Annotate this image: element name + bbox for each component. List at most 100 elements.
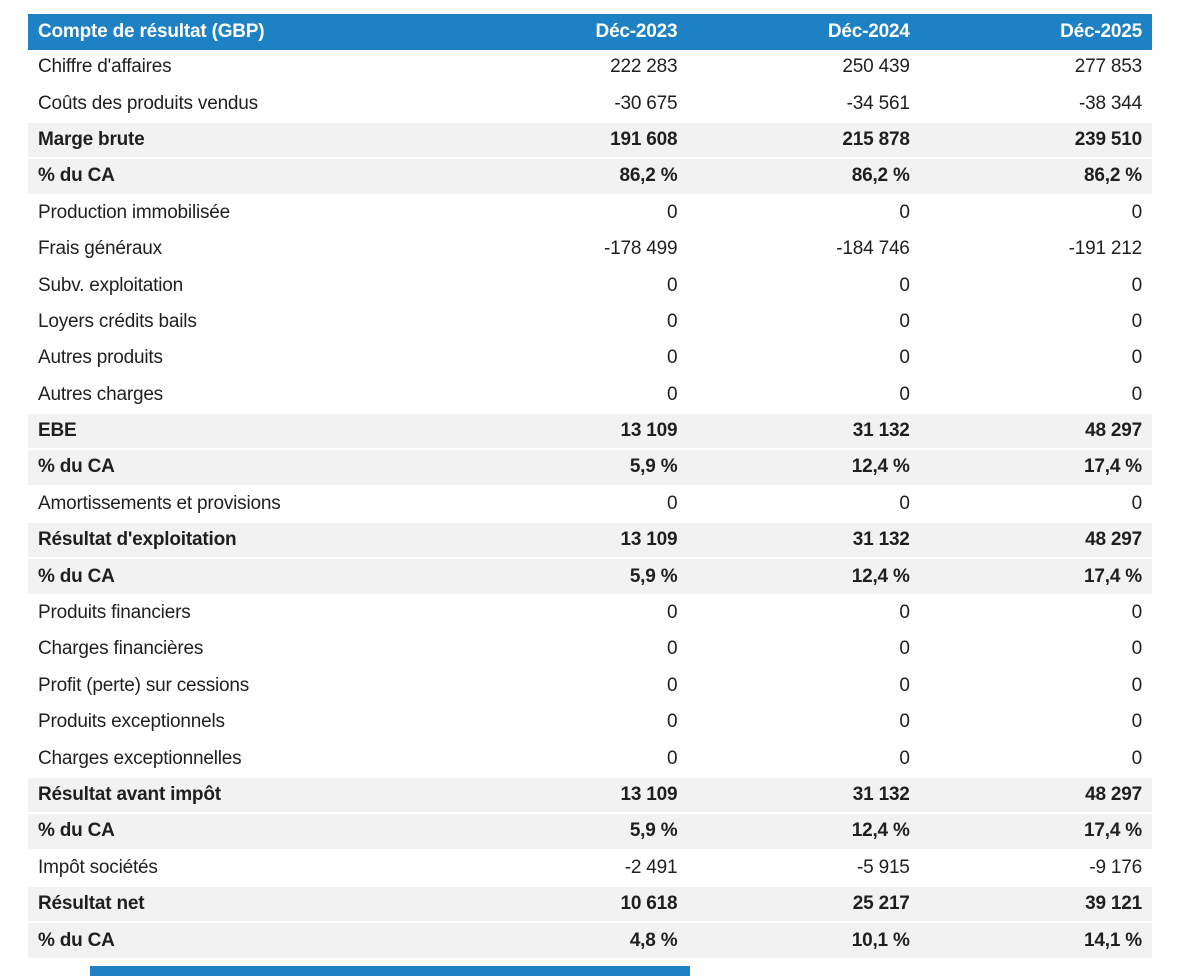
column-header-dec-2024: Déc-2024 [687,14,920,50]
row-value-dec-2025: 0 [919,377,1152,414]
row-label: Produits exceptionnels [28,705,456,742]
row-label: % du CA [28,923,456,960]
row-value-dec-2025: -9 176 [919,850,1152,887]
next-section-header-sliver [90,966,690,976]
table-row: Résultat net 10 618 25 217 39 121 [28,886,1152,924]
row-value-dec-2024: 12,4 % [687,450,920,487]
row-value-dec-2023: -178 499 [455,231,688,269]
row-value-dec-2025: 17,4 % [919,814,1152,851]
row-value-dec-2023: 13 109 [455,413,688,451]
row-value-dec-2023: 0 [455,268,688,305]
row-label: Marge brute [28,122,456,160]
table-row: Produits exceptionnels 0 0 0 [28,705,1152,742]
row-value-dec-2023: 5,9 % [455,814,688,851]
row-value-dec-2023: 0 [455,486,688,524]
row-value-dec-2024: -5 915 [687,850,920,887]
row-value-dec-2024: 10,1 % [687,923,920,960]
row-value-dec-2025: 0 [919,632,1152,669]
table-row: Profit (perte) sur cessions 0 0 0 [28,668,1152,706]
table-row: Marge brute 191 608 215 878 239 510 [28,122,1152,160]
row-label: % du CA [28,159,456,196]
table-row: Charges exceptionnelles 0 0 0 [28,741,1152,778]
table-row: Autres charges 0 0 0 [28,377,1152,414]
row-value-dec-2023: 222 283 [455,50,688,87]
row-label: % du CA [28,814,456,851]
row-value-dec-2025: 0 [919,595,1152,633]
row-value-dec-2025: 0 [919,341,1152,378]
row-label: Production immobilisée [28,195,456,232]
row-value-dec-2023: 4,8 % [455,923,688,960]
table-row: Produits financiers 0 0 0 [28,595,1152,633]
row-value-dec-2024: 12,4 % [687,814,920,851]
row-value-dec-2025: 0 [919,668,1152,706]
row-value-dec-2023: -30 675 [455,86,688,123]
row-value-dec-2024: 0 [687,195,920,232]
row-value-dec-2024: 0 [687,341,920,378]
row-value-dec-2023: 10 618 [455,886,688,924]
row-value-dec-2023: 5,9 % [455,450,688,487]
table-row: Amortissements et provisions 0 0 0 [28,486,1152,524]
table-row: EBE 13 109 31 132 48 297 [28,413,1152,451]
row-label: Frais généraux [28,231,456,269]
table-row: Charges financières 0 0 0 [28,632,1152,669]
table-row: Subv. exploitation 0 0 0 [28,268,1152,305]
column-header-dec-2025: Déc-2025 [919,14,1152,50]
row-value-dec-2024: 250 439 [687,50,920,87]
row-value-dec-2023: 0 [455,741,688,778]
row-value-dec-2024: 0 [687,377,920,414]
table-row: Production immobilisée 0 0 0 [28,195,1152,232]
row-label: Autres charges [28,377,456,414]
row-value-dec-2023: -2 491 [455,850,688,887]
row-value-dec-2024: 0 [687,741,920,778]
row-value-dec-2024: -184 746 [687,231,920,269]
row-value-dec-2024: 31 132 [687,777,920,815]
table-row: Impôt sociétés -2 491 -5 915 -9 176 [28,850,1152,887]
row-value-dec-2024: 31 132 [687,413,920,451]
row-value-dec-2023: 13 109 [455,777,688,815]
row-label: Produits financiers [28,595,456,633]
table-row: % du CA 4,8 % 10,1 % 14,1 % [28,923,1152,960]
row-value-dec-2024: 31 132 [687,523,920,560]
row-label: Résultat d'exploitation [28,523,456,560]
row-value-dec-2025: 48 297 [919,777,1152,815]
table-row: % du CA 5,9 % 12,4 % 17,4 % [28,559,1152,596]
row-label: Impôt sociétés [28,850,456,887]
row-value-dec-2024: 0 [687,304,920,342]
row-value-dec-2025: 17,4 % [919,559,1152,596]
row-label: Amortissements et provisions [28,486,456,524]
row-value-dec-2024: 0 [687,268,920,305]
row-value-dec-2025: 0 [919,268,1152,305]
row-label: Charges financières [28,632,456,669]
row-value-dec-2025: -38 344 [919,86,1152,123]
income-statement-table: Compte de résultat (GBP) Déc-2023 Déc-20… [28,14,1152,960]
table-row: Résultat d'exploitation 13 109 31 132 48… [28,523,1152,560]
row-value-dec-2023: 0 [455,595,688,633]
row-value-dec-2023: 13 109 [455,523,688,560]
table-row: Coûts des produits vendus -30 675 -34 56… [28,86,1152,123]
table-row: Autres produits 0 0 0 [28,341,1152,378]
table-title: Compte de résultat (GBP) [28,14,456,50]
row-label: Subv. exploitation [28,268,456,305]
row-value-dec-2025: 17,4 % [919,450,1152,487]
row-value-dec-2025: 0 [919,741,1152,778]
table-row: Frais généraux -178 499 -184 746 -191 21… [28,231,1152,269]
row-value-dec-2025: 14,1 % [919,923,1152,960]
row-value-dec-2024: 0 [687,632,920,669]
row-value-dec-2023: 0 [455,668,688,706]
row-label: % du CA [28,559,456,596]
row-value-dec-2023: 5,9 % [455,559,688,596]
row-value-dec-2024: 12,4 % [687,559,920,596]
row-value-dec-2025: 277 853 [919,50,1152,87]
row-label: Résultat avant impôt [28,777,456,815]
row-label: Profit (perte) sur cessions [28,668,456,706]
row-value-dec-2025: -191 212 [919,231,1152,269]
row-label: Charges exceptionnelles [28,741,456,778]
table-row: Résultat avant impôt 13 109 31 132 48 29… [28,777,1152,815]
row-value-dec-2023: 86,2 % [455,159,688,196]
row-value-dec-2023: 0 [455,705,688,742]
row-value-dec-2025: 39 121 [919,886,1152,924]
row-value-dec-2024: 0 [687,705,920,742]
row-value-dec-2024: 0 [687,595,920,633]
row-label: Chiffre d'affaires [28,50,456,87]
row-label: % du CA [28,450,456,487]
